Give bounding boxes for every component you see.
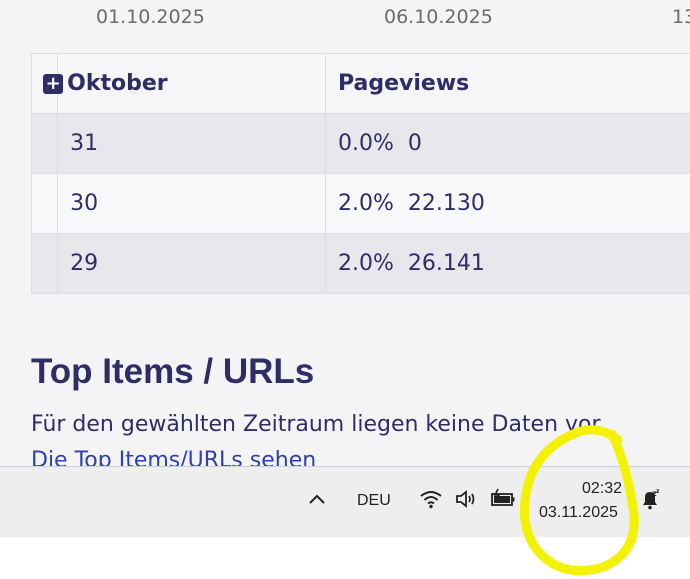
expand-plus-icon[interactable]: + xyxy=(43,74,64,94)
count-value: 22.130 xyxy=(407,191,485,216)
axis-tick-label: 06.10.2025 xyxy=(384,6,493,28)
percent-value: 0.0% xyxy=(338,131,394,156)
pageviews-table: + Oktober Pageviews 31 0.0% 0 30 2.0% 22.13… xyxy=(30,53,690,294)
table-row: 29 2.0% 26.141 xyxy=(30,233,690,294)
chevron-up-icon[interactable] xyxy=(308,491,326,510)
axis-tick-label: 01.10.2025 xyxy=(96,6,205,28)
month-header-label: Oktober xyxy=(67,71,168,96)
count-value: 0 xyxy=(407,131,422,156)
language-indicator[interactable]: DEU xyxy=(357,492,391,509)
svg-text:z: z xyxy=(656,488,660,495)
table-row: 30 2.0% 22.130 xyxy=(30,173,690,234)
clock-time[interactable]: 02:32 xyxy=(582,480,623,497)
volume-icon[interactable] xyxy=(454,489,478,513)
day-cell: 30 xyxy=(57,173,326,234)
month-header-cell: + Oktober xyxy=(43,53,326,114)
count-value: 26.141 xyxy=(407,251,485,276)
day-cell: 29 xyxy=(57,233,326,294)
pageviews-cell: 2.0% 26.141 xyxy=(325,233,690,294)
table-header-row: + Oktober Pageviews xyxy=(30,53,690,114)
pageviews-cell: 2.0% 22.130 xyxy=(325,173,690,234)
top-items-heading: Top Items / URLs xyxy=(31,352,315,391)
percent-value: 2.0% xyxy=(338,191,394,216)
axis-tick-label: 13 xyxy=(672,6,690,28)
svg-text:z: z xyxy=(652,489,657,498)
top-items-link[interactable]: Die Top Items/URLs sehen xyxy=(31,448,317,468)
day-cell: 31 xyxy=(57,113,326,174)
clock-date[interactable]: 03.11.2025 xyxy=(539,504,618,521)
percent-value: 2.0% xyxy=(338,251,394,276)
pageviews-header: Pageviews xyxy=(325,53,690,114)
page-content: 01.10.2025 06.10.2025 13 +Oktober Pagevi… xyxy=(0,0,690,468)
battery-icon[interactable] xyxy=(489,488,517,514)
table-row: 31 0.0% 0 xyxy=(30,113,690,174)
pageviews-cell: 0.0% 0 xyxy=(325,113,690,174)
no-data-message: Für den gewählten Zeitraum liegen keine … xyxy=(31,412,606,437)
wifi-icon[interactable] xyxy=(419,489,443,513)
